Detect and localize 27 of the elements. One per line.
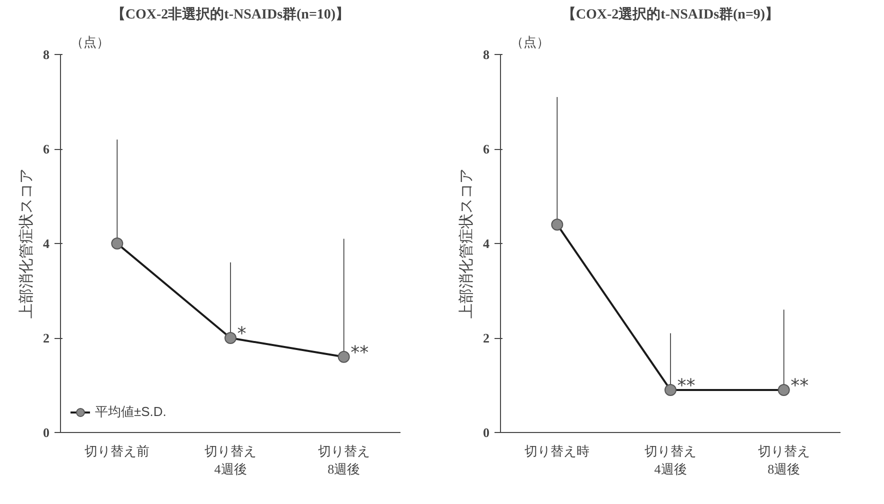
x-tick-label: 切り替え 4週後 xyxy=(204,444,256,476)
y-tick-label: 6 xyxy=(483,142,490,156)
y-axis-title: 上部消化管症状スコア xyxy=(458,168,475,318)
y-tick-label: 8 xyxy=(43,47,50,62)
y-tick-label: 0 xyxy=(483,425,490,440)
x-tick-label: 切り替え 8週後 xyxy=(758,444,810,476)
annotation: ** xyxy=(677,375,696,396)
text: （点） xyxy=(70,34,110,50)
text: （点） xyxy=(510,34,550,50)
annotation: ** xyxy=(790,375,809,396)
x-tick-label: 切り替え 4週後 xyxy=(644,444,696,476)
chart-title: 【COX-2非選択的t-NSAIDs群(n=10)】 xyxy=(111,6,350,22)
y-axis-title: 上部消化管症状スコア xyxy=(18,168,35,318)
y-tick-label: 4 xyxy=(43,236,50,251)
x-tick-label: 切り替え時 xyxy=(524,444,590,458)
x-tick-label: 切り替え 8週後 xyxy=(318,444,370,476)
legend-label: 平均値±S.D. xyxy=(95,403,166,421)
x-tick-label: 切り替え前 xyxy=(84,444,150,458)
y-tick-label: 2 xyxy=(483,330,490,346)
y-tick-label: 0 xyxy=(43,425,50,440)
y-tick-label: 4 xyxy=(483,236,490,251)
annotation: ** xyxy=(350,342,369,364)
annotation: * xyxy=(237,324,246,344)
chart-title: 【COX-2選択的t-NSAIDs群(n=9)】 xyxy=(562,6,780,22)
y-tick-label: 8 xyxy=(483,47,490,62)
y-tick-label: 6 xyxy=(43,142,50,156)
y-tick-label: 2 xyxy=(43,330,50,346)
